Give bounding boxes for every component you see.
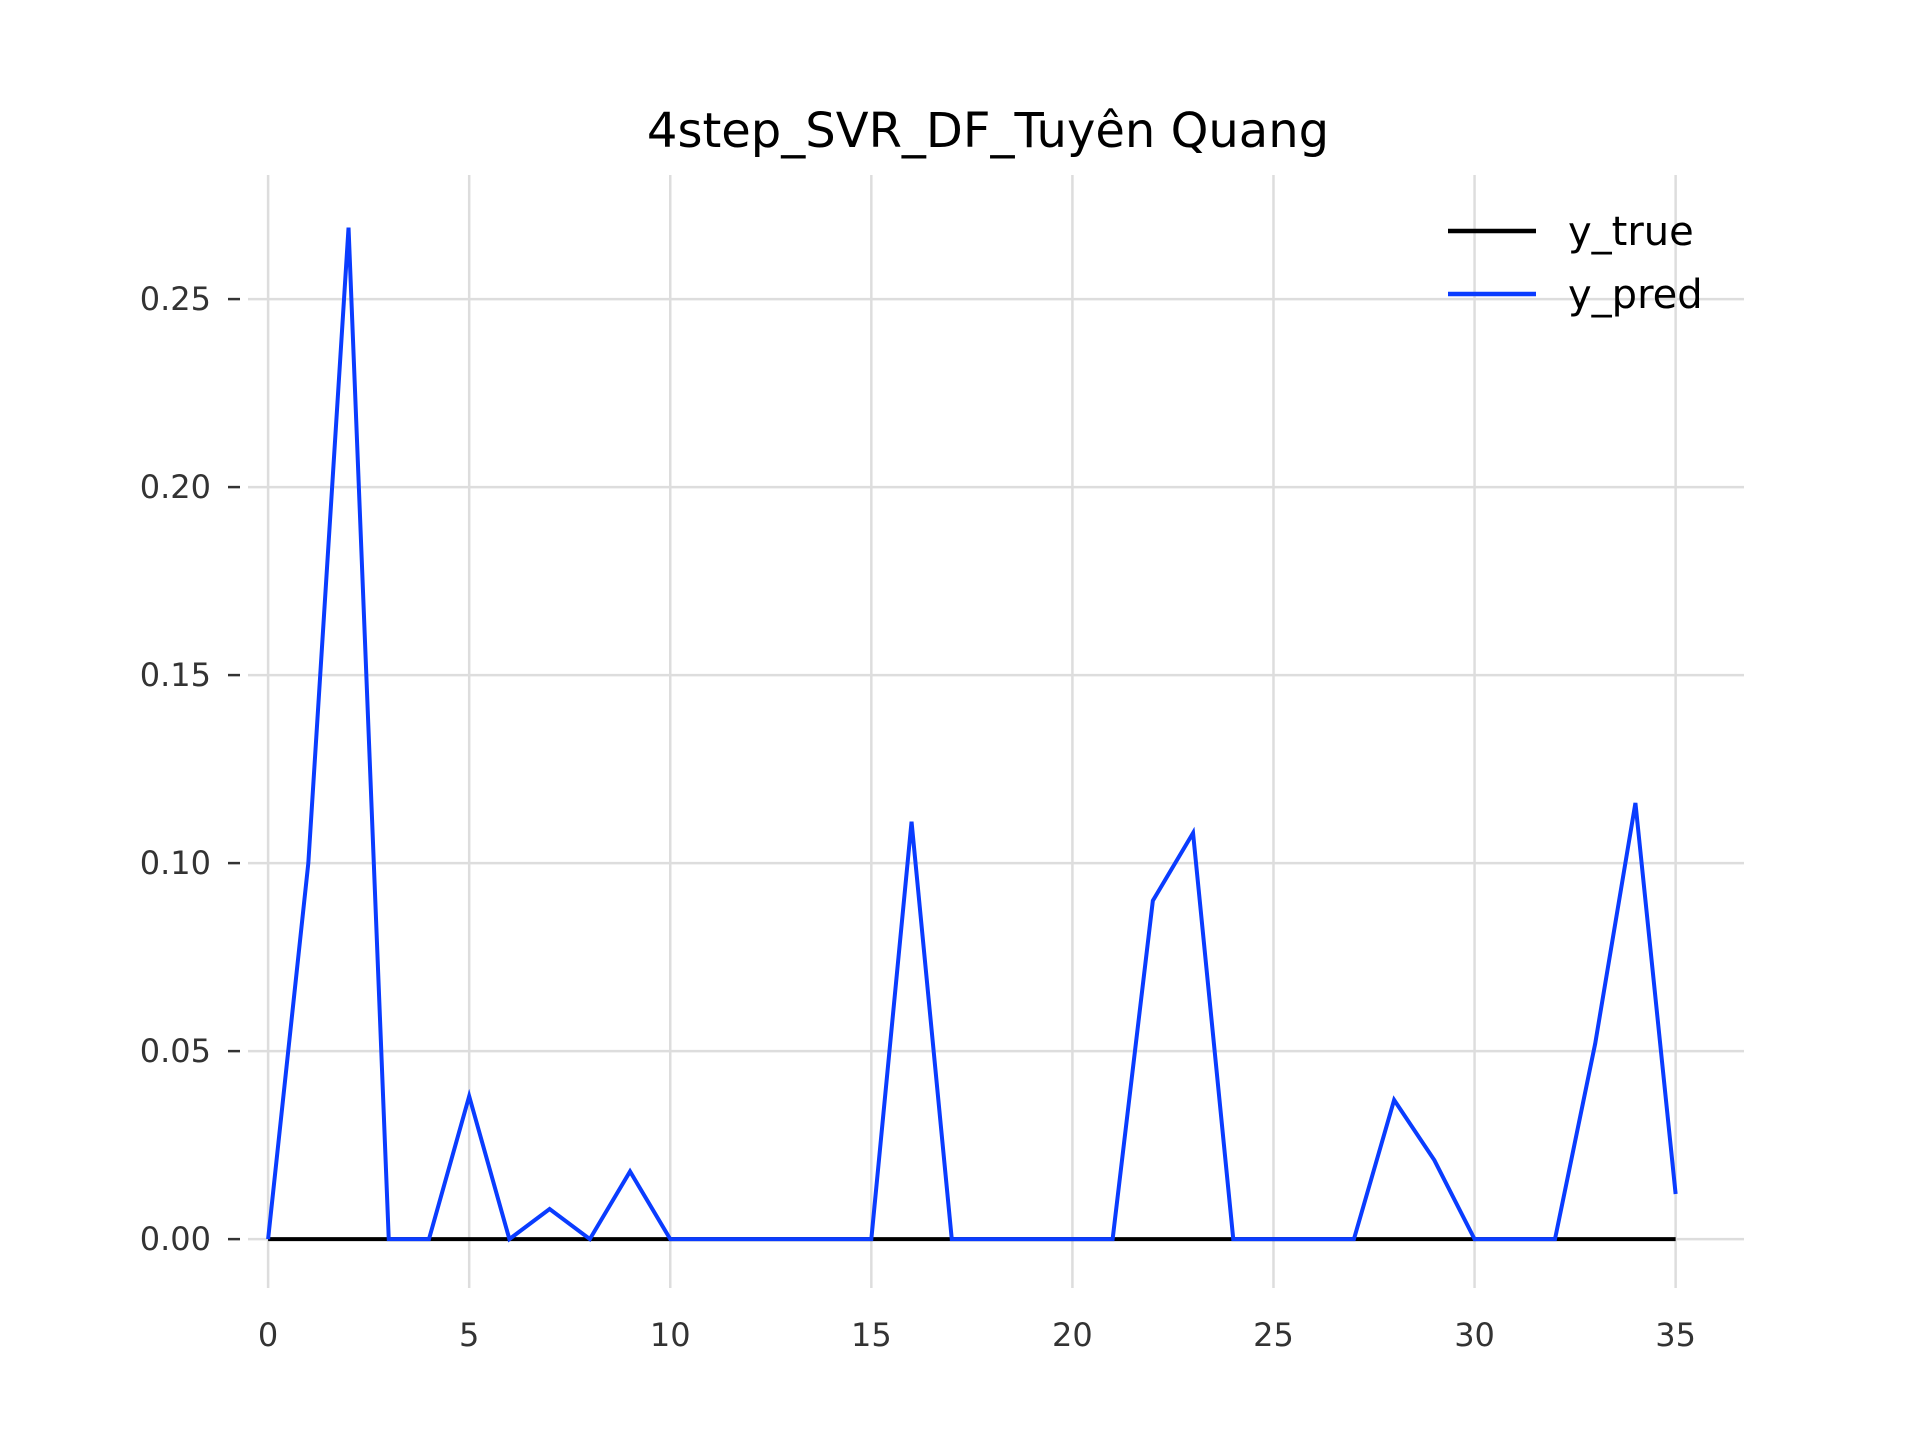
x-tick-label: 10 — [650, 1316, 691, 1354]
x-tick-label: 0 — [258, 1316, 278, 1354]
grid — [248, 175, 1744, 1288]
legend: y_true y_pred — [1448, 209, 1703, 318]
x-tick-label: 25 — [1253, 1316, 1294, 1354]
x-tick-label: 30 — [1454, 1316, 1495, 1354]
y-tick-label: 0.25 — [140, 280, 211, 318]
y-tick-label: 0.00 — [140, 1220, 211, 1258]
y-tick-label: 0.15 — [140, 656, 211, 694]
chart-title: 4step_SVR_DF_Tuyên Quang — [647, 103, 1329, 159]
axes: 0 5 10 15 20 25 30 35 0.00 0.05 0.10 0.15 0.20 0.25 — [140, 280, 1696, 1354]
y-tick-label: 0.05 — [140, 1032, 211, 1070]
x-tick-label: 20 — [1052, 1316, 1093, 1354]
legend-label-y-true: y_true — [1568, 209, 1694, 255]
series-line-y-pred — [266, 227, 1678, 1243]
x-tick-label: 15 — [851, 1316, 892, 1354]
y-tick-label: 0.20 — [140, 468, 211, 506]
legend-label-y-pred: y_pred — [1568, 272, 1703, 318]
x-tick-label: 35 — [1655, 1316, 1696, 1354]
x-tick-label: 5 — [459, 1316, 479, 1354]
series-layer — [266, 227, 1678, 1243]
y-tick-label: 0.10 — [140, 844, 211, 882]
